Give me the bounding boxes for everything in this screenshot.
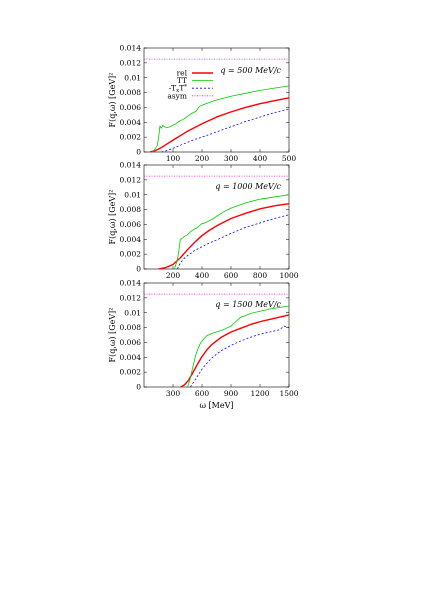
x-tick-label: 100	[166, 154, 181, 163]
y-tick-label: 0.014	[120, 279, 142, 288]
series-line--t-x-t-	[190, 325, 290, 388]
x-tick-label: 1200	[250, 389, 269, 398]
chart-panel-3: 0 0.002 0.004 0.006 0.008 0.01 0.012 0.014 300 60…	[108, 279, 299, 410]
y-axis-label: F(q,ω) [GeV]²	[108, 308, 117, 363]
y-tick-label: 0.008	[120, 205, 142, 214]
x-tick-label: 500	[282, 154, 297, 163]
x-tick-label: 600	[224, 271, 239, 280]
x-tick-label: 900	[224, 389, 239, 398]
y-tick-label: 0.01	[124, 190, 141, 199]
legend-label: -TxT*	[169, 84, 187, 95]
y-tick-label: 0	[136, 383, 141, 392]
series-line--t-x-t-	[161, 108, 290, 153]
legend-label: asym	[167, 91, 187, 100]
series-line-rel	[149, 97, 290, 153]
series-line-tt	[174, 194, 290, 270]
y-tick-label: 0.014	[120, 161, 142, 170]
plot-frame	[143, 282, 290, 388]
x-axis-label: ω [MeV]	[199, 401, 233, 410]
y-tick-label: 0.01	[124, 73, 141, 82]
y-tick-label: 0.012	[120, 58, 142, 67]
chart-panel-1: 0 0.002 0.004 0.006 0.008 0.01 0.012 0.014 100 20…	[108, 44, 296, 163]
y-tick-label: 0.014	[120, 44, 142, 53]
q-annotation: q = 500 MeV/c	[220, 66, 281, 75]
y-tick-label: 0	[136, 148, 141, 157]
y-tick-label: 0.012	[120, 175, 142, 184]
legend-label: rel	[177, 69, 188, 78]
y-tick-label: 0.008	[120, 323, 142, 332]
series-line--t-x-t-	[176, 214, 290, 270]
x-tick-label: 800	[253, 271, 268, 280]
y-tick-label: 0.004	[120, 353, 142, 362]
series-line-tt	[152, 85, 290, 153]
chart-panel-2: 0 0.002 0.004 0.006 0.008 0.01 0.012 0.014 200 40…	[108, 161, 299, 280]
x-tick-label: 1500	[279, 389, 298, 398]
y-tick-label: 0.004	[120, 118, 142, 127]
y-axis-label: F(q,ω) [GeV]²	[108, 73, 117, 128]
y-tick-label: 0.004	[120, 235, 142, 244]
x-tick-label: 200	[166, 271, 181, 280]
y-tick-label: 0.002	[120, 133, 142, 142]
y-tick-label: 0.01	[124, 308, 141, 317]
x-tick-label: 200	[195, 154, 210, 163]
series-line-tt	[187, 305, 290, 388]
y-axis-label: F(q,ω) [GeV]²	[108, 190, 117, 245]
series-line-rel	[158, 202, 290, 270]
x-tick-label: 600	[195, 389, 210, 398]
x-tick-label: 300	[224, 154, 239, 163]
q-annotation: q = 1500 MeV/c	[215, 300, 281, 309]
x-tick-label: 400	[253, 154, 268, 163]
q-annotation: q = 1000 MeV/c	[215, 182, 281, 191]
y-tick-label: 0.006	[120, 338, 142, 347]
y-tick-label: 0.012	[120, 293, 142, 302]
y-tick-label: 0.006	[120, 103, 142, 112]
y-tick-label: 0.006	[120, 220, 142, 229]
y-tick-label: 0.002	[120, 250, 142, 259]
y-tick-label: 0.002	[120, 368, 142, 377]
x-tick-label: 400	[195, 271, 210, 280]
y-tick-label: 0.008	[120, 88, 142, 97]
legend-label: TT	[177, 76, 187, 85]
plot-frame	[143, 47, 290, 153]
plot-frame	[143, 164, 290, 270]
x-tick-label: 300	[166, 389, 181, 398]
x-tick-label: 1000	[279, 271, 298, 280]
y-tick-label: 0	[136, 265, 141, 274]
